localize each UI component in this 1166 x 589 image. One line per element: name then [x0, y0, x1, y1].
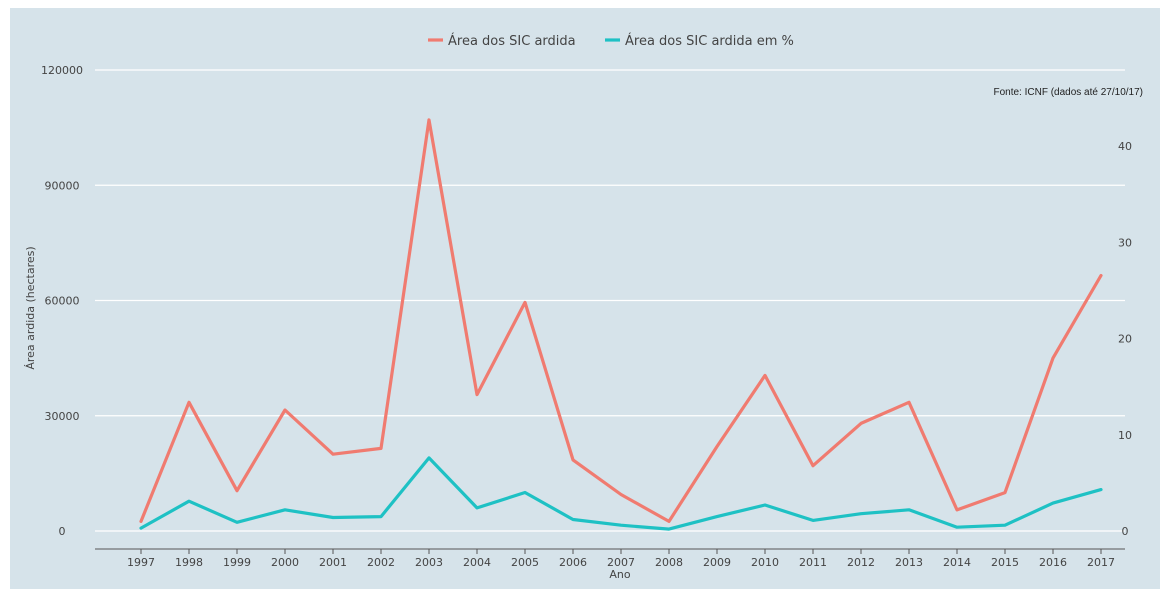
x-tick-label: 2003 — [415, 556, 443, 569]
x-tick-label: 2015 — [991, 556, 1019, 569]
x-tick-label: 2017 — [1087, 556, 1115, 569]
y2-tick-label: 30 — [1118, 236, 1132, 249]
x-tick-label: 1997 — [127, 556, 155, 569]
x-tick-label: 2004 — [463, 556, 491, 569]
left-y-axis-ticks: 0 30000 60000 90000 120000 — [41, 64, 83, 538]
x-tick-label: 2007 — [607, 556, 635, 569]
x-tick-label: 2005 — [511, 556, 539, 569]
x-tick-label: 1999 — [223, 556, 251, 569]
x-tick-label: 2016 — [1039, 556, 1067, 569]
y-tick-label: 30000 — [45, 410, 80, 423]
plot-background — [10, 8, 1160, 589]
x-tick-label: 2011 — [799, 556, 827, 569]
legend-label: Área dos SIC ardida — [448, 33, 576, 49]
y-tick-label: 60000 — [45, 295, 80, 308]
x-tick-label: 2001 — [319, 556, 347, 569]
x-tick-label: 1998 — [175, 556, 203, 569]
x-tick-label: 2009 — [703, 556, 731, 569]
y2-tick-label: 40 — [1118, 140, 1132, 153]
x-tick-label: 2010 — [751, 556, 779, 569]
x-tick-label: 2000 — [271, 556, 299, 569]
x-tick-label: 2002 — [367, 556, 395, 569]
x-tick-label: 2014 — [943, 556, 971, 569]
y2-tick-label: 20 — [1118, 333, 1132, 346]
y2-tick-label: 10 — [1118, 429, 1132, 442]
y-axis-title: Área ardida (hectares) — [24, 246, 37, 369]
x-tick-label: 2013 — [895, 556, 923, 569]
x-axis-title: Ano — [609, 568, 630, 581]
x-axis: 1997 1998 1999 2000 2001 2002 2003 2004 2005 2006… — [95, 548, 1125, 569]
y-tick-label: 120000 — [41, 64, 83, 77]
y-tick-label: 0 — [59, 525, 66, 538]
right-y-axis-ticks: 0 10 20 30 40 — [1118, 140, 1132, 538]
x-tick-label: 2012 — [847, 556, 875, 569]
y2-tick-label: 0 — [1122, 525, 1129, 538]
y-tick-label: 90000 — [45, 179, 80, 192]
gridlines — [95, 69, 1125, 532]
series-layer — [139, 118, 1103, 531]
x-tick-label: 2008 — [655, 556, 683, 569]
legend-label: Área dos SIC ardida em % — [625, 33, 794, 49]
source-note: Fonte: ICNF (dados até 27/10/17) — [993, 87, 1143, 98]
x-tick-label: 2006 — [559, 556, 587, 569]
legend: Área dos SIC ardida Área dos SIC ardida e… — [428, 33, 794, 49]
